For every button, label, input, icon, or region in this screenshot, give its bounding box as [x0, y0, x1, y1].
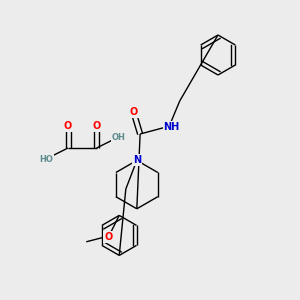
Text: O: O — [92, 121, 101, 131]
Text: O: O — [129, 107, 138, 117]
Text: OH: OH — [112, 133, 125, 142]
Text: NH: NH — [164, 122, 180, 132]
Text: O: O — [104, 232, 112, 242]
Text: O: O — [64, 121, 72, 131]
Text: N: N — [133, 155, 141, 165]
Text: HO: HO — [39, 154, 53, 164]
